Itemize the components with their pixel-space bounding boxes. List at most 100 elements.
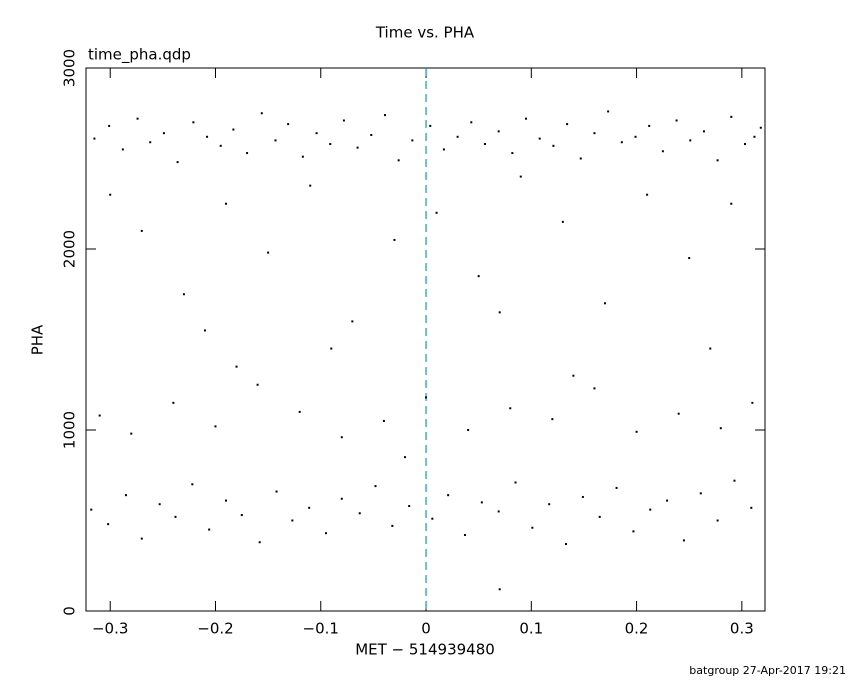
x-tick-label: 0.3 [730, 620, 754, 638]
point [429, 124, 432, 127]
point [191, 483, 194, 486]
point [325, 532, 328, 535]
point [620, 141, 623, 144]
point [467, 429, 470, 431]
point [192, 121, 195, 124]
point [483, 143, 486, 146]
point [551, 418, 554, 421]
chart-title: Time vs. PHA [375, 24, 475, 42]
point [208, 528, 211, 531]
point [593, 387, 596, 390]
point [561, 220, 564, 223]
point [435, 211, 438, 214]
point [598, 515, 601, 518]
point [240, 514, 243, 517]
point [634, 135, 637, 138]
point [531, 526, 534, 529]
point [176, 161, 179, 164]
point [172, 401, 175, 404]
point [374, 485, 377, 488]
point [108, 124, 111, 127]
point [274, 139, 277, 142]
y-tick-label: 1000 [61, 411, 79, 449]
y-axis-label: PHA [29, 324, 47, 355]
point [579, 157, 582, 160]
point [162, 132, 165, 135]
point [411, 139, 414, 142]
point [403, 456, 406, 459]
point [140, 537, 143, 540]
point [480, 501, 483, 504]
point [519, 175, 522, 178]
point [149, 141, 152, 144]
point [497, 510, 500, 513]
x-tick-label: −0.2 [197, 620, 233, 638]
point [330, 347, 333, 350]
point [351, 320, 354, 323]
point [514, 481, 517, 484]
point [572, 374, 575, 377]
point [408, 505, 411, 508]
point [301, 155, 304, 158]
point [340, 436, 343, 439]
point [689, 139, 692, 142]
point [677, 412, 680, 415]
point [287, 123, 290, 126]
y-tick-label: 0 [61, 606, 79, 616]
point [98, 414, 101, 417]
point [615, 486, 618, 489]
x-tick-label: 0.1 [519, 620, 543, 638]
point [214, 425, 217, 428]
point [206, 135, 209, 138]
point [136, 117, 139, 120]
point [666, 499, 669, 502]
point [109, 193, 112, 196]
point [702, 130, 705, 133]
point [565, 543, 568, 546]
x-tick-label: 0 [421, 620, 431, 638]
point [158, 503, 161, 506]
point [730, 202, 733, 205]
point [581, 495, 584, 498]
point [632, 530, 635, 533]
point [498, 588, 501, 591]
point [730, 115, 733, 118]
point [358, 512, 361, 515]
point [121, 148, 124, 151]
point [593, 132, 596, 135]
point [140, 229, 143, 232]
point [733, 479, 736, 482]
point [93, 137, 96, 140]
point [260, 112, 263, 115]
point [648, 124, 651, 127]
point [425, 396, 428, 399]
point [225, 499, 228, 502]
point [511, 152, 514, 155]
point [232, 128, 235, 131]
footer: batgroup 27-Apr-2017 19:21 [689, 664, 846, 677]
point [397, 159, 400, 162]
point [382, 419, 385, 422]
point [456, 135, 459, 138]
point [256, 383, 259, 386]
point [743, 143, 746, 146]
point [258, 541, 261, 544]
point [356, 146, 359, 149]
point [552, 144, 555, 147]
y-tick-label: 3000 [61, 49, 79, 87]
point [759, 126, 762, 129]
point [391, 524, 394, 527]
point [525, 117, 528, 120]
point [315, 132, 318, 135]
point [751, 401, 754, 404]
point [603, 302, 606, 305]
point [661, 150, 664, 153]
point [675, 119, 678, 122]
point [219, 144, 222, 147]
point [291, 519, 294, 522]
point [688, 257, 691, 260]
point [470, 121, 473, 124]
point [370, 133, 373, 136]
